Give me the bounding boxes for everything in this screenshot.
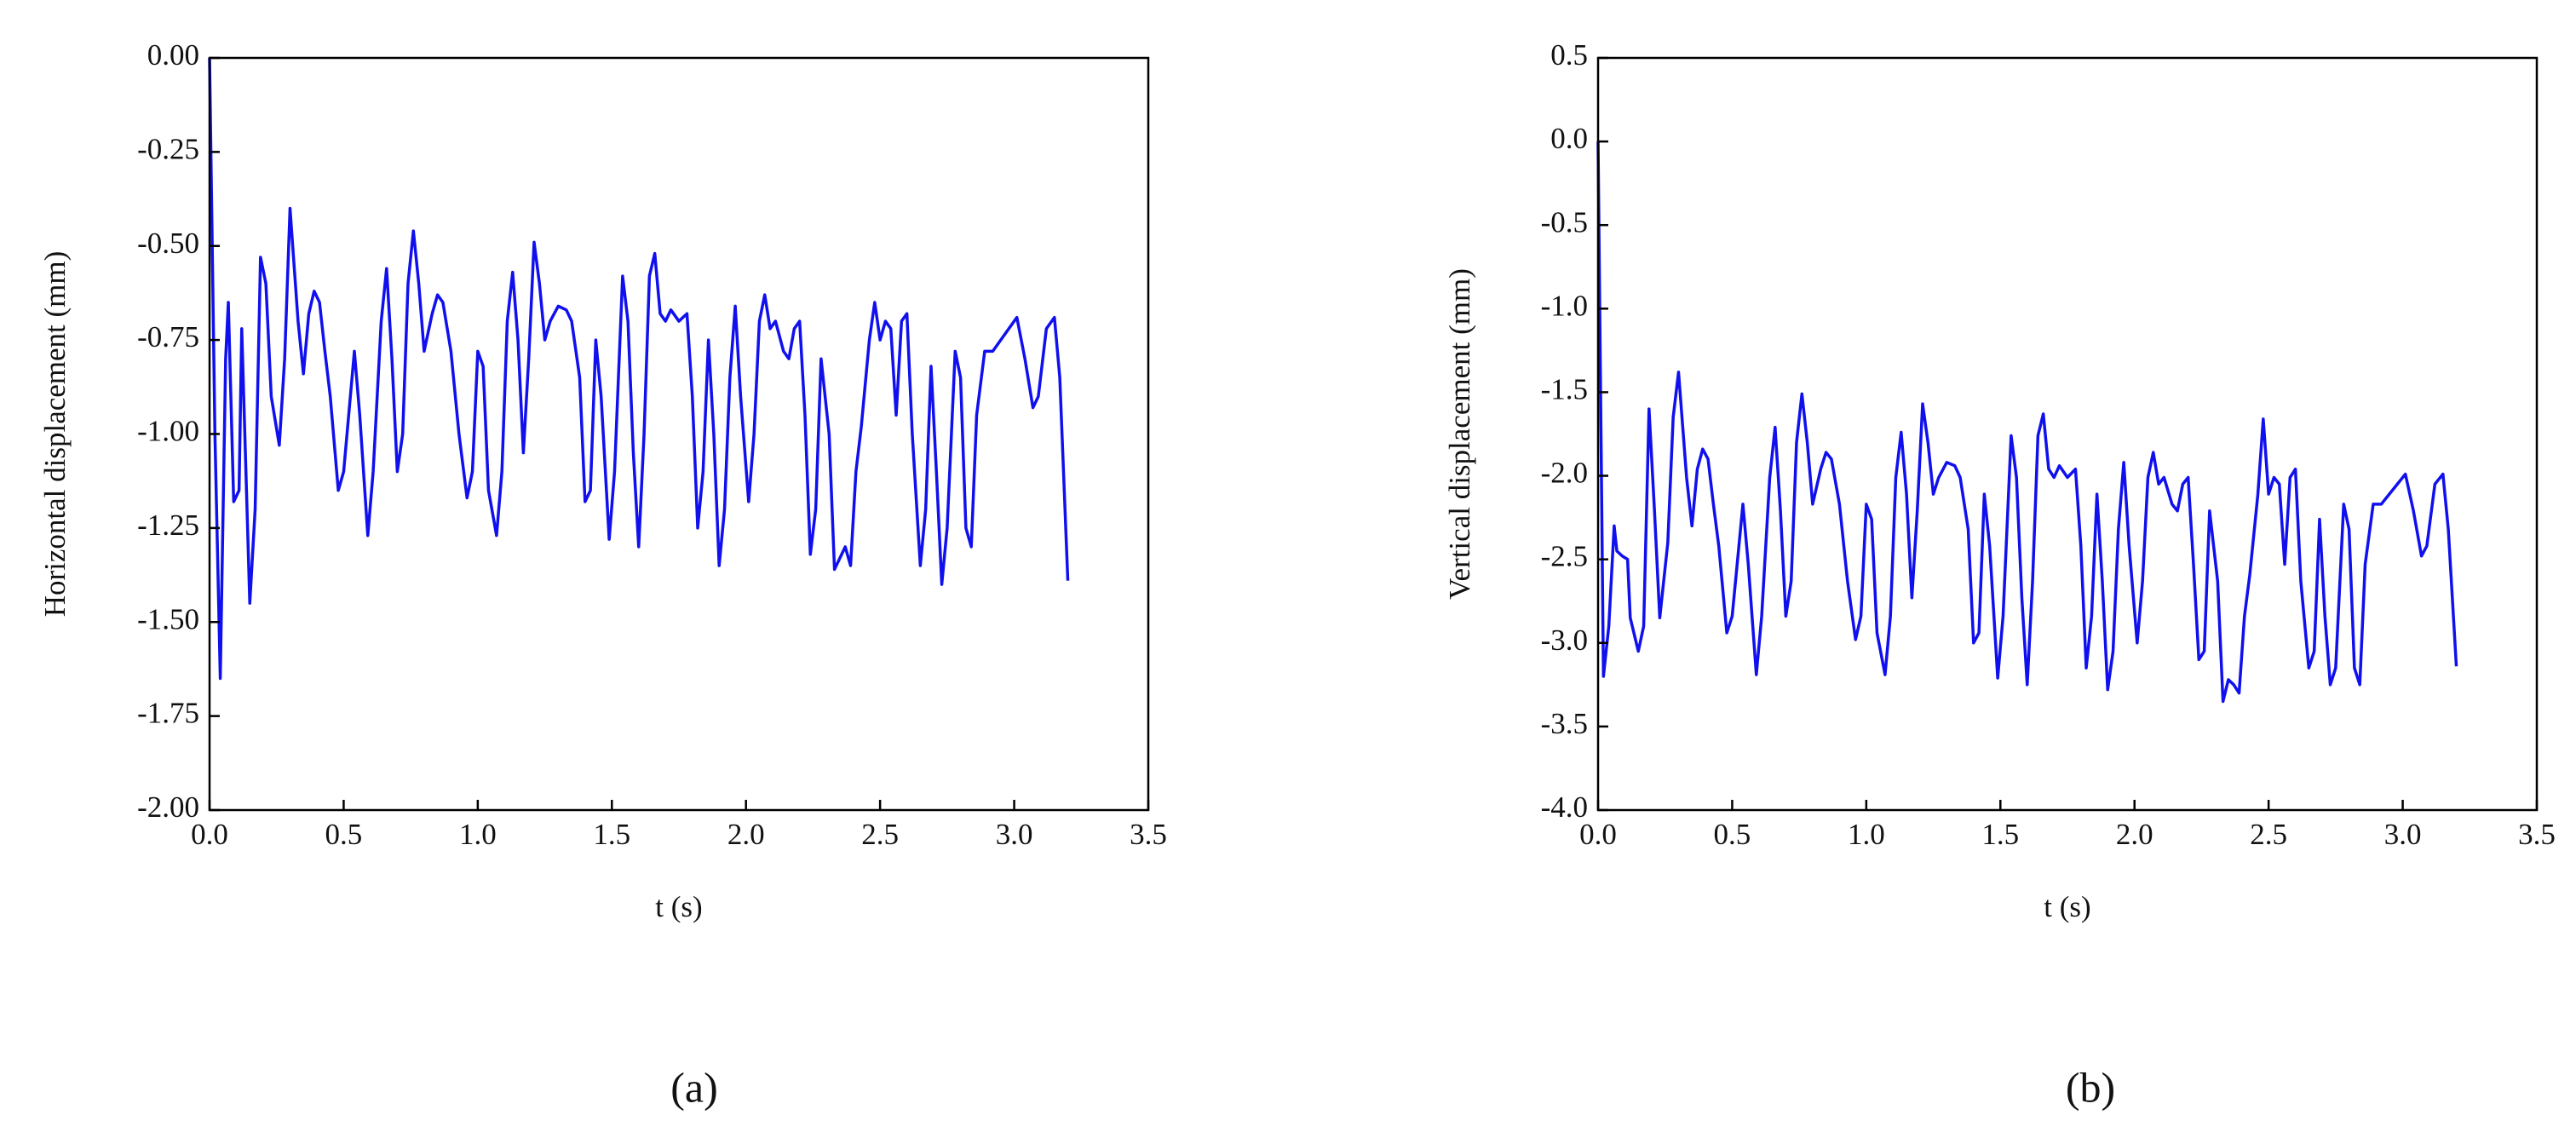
x-tick-label: 0.0 <box>1579 818 1617 851</box>
chart-panel: 0.0 0.5 1.0 1.5 2.0 2.5 3.0 3.5 -4.0 -3.5 -3.0 -2.5… <box>1443 38 2556 1111</box>
x-tick-label: 0.5 <box>325 818 363 851</box>
x-tick-label: 2.0 <box>2116 818 2153 851</box>
x-tick-label: 1.5 <box>593 818 630 851</box>
panel-caption: (b) <box>2066 1063 2115 1111</box>
x-tick-label: 3.0 <box>996 818 1033 851</box>
y-tick-label: -1.25 <box>137 509 199 542</box>
y-tick-label: 0.00 <box>147 38 199 72</box>
y-axis-label: Vertical displacement (mm) <box>1443 268 1476 600</box>
x-tick-label: 2.5 <box>861 818 899 851</box>
y-tick-label: -1.75 <box>137 697 199 730</box>
y-tick-label: 0.5 <box>1550 38 1588 72</box>
y-axis-label: Horizontal displacement (mm) <box>38 251 72 618</box>
x-tick-label: 0.5 <box>1714 818 1751 851</box>
y-tick-label: -0.50 <box>137 227 199 260</box>
y-tick-label: -0.75 <box>137 320 199 353</box>
x-tick-label: 1.0 <box>459 818 497 851</box>
data-line <box>1596 141 2458 704</box>
y-tick-label: -3.5 <box>1541 707 1588 740</box>
plot-frame <box>208 56 1150 812</box>
x-tick-label: 1.0 <box>1848 818 1885 851</box>
plot-frame <box>1596 56 2539 812</box>
y-tick-label: -0.5 <box>1541 205 1588 239</box>
x-tick-label: 1.5 <box>1981 818 2019 851</box>
y-tick-label: -2.00 <box>137 790 199 824</box>
y-tick-label: -4.0 <box>1541 790 1588 824</box>
y-tick-label: -1.5 <box>1541 372 1588 405</box>
y-tick-label: -3.0 <box>1541 624 1588 657</box>
x-tick-label: 2.5 <box>2250 818 2287 851</box>
chart-panel: 0.0 0.5 1.0 1.5 2.0 2.5 3.0 3.5 -2.00 -1.75 -1.50 -… <box>38 38 1167 1111</box>
x-tick-label: 3.5 <box>2518 818 2556 851</box>
data-line <box>208 57 1070 681</box>
y-tick-label: -2.5 <box>1541 540 1588 573</box>
x-tick-label: 3.5 <box>1130 818 1167 851</box>
x-tick-label: 2.0 <box>727 818 765 851</box>
y-tick-label: -2.0 <box>1541 457 1588 490</box>
y-tick-label: 0.0 <box>1550 122 1588 155</box>
x-axis-label: t (s) <box>2044 890 2090 923</box>
y-tick-label: -1.50 <box>137 602 199 635</box>
y-tick-label: -1.00 <box>137 415 199 448</box>
x-tick-label: 0.0 <box>191 818 228 851</box>
y-tick-label: -0.25 <box>137 132 199 165</box>
panel-caption: (a) <box>670 1063 718 1111</box>
x-axis-label: t (s) <box>655 890 702 923</box>
y-tick-label: -1.0 <box>1541 289 1588 322</box>
x-tick-label: 3.0 <box>2384 818 2422 851</box>
